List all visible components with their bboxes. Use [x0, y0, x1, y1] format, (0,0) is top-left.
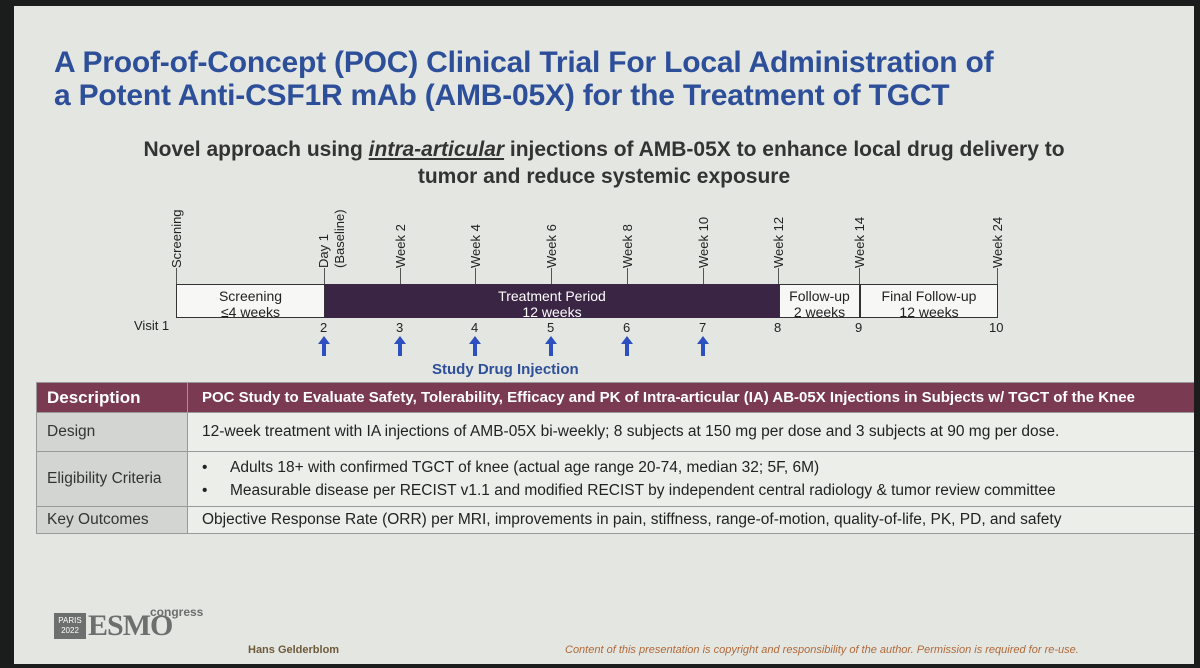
logo-paris-badge: PARIS 2022 [54, 613, 86, 639]
injection-arrow-icon [697, 336, 709, 356]
esmo-congress-logo: PARIS 2022 ESMO congress [54, 603, 224, 642]
table-row-eligibility: Eligibility Criteria • Adults 18+ with c… [36, 451, 1194, 507]
screening-period-duration: ≤4 weeks [220, 304, 281, 320]
visit-6-label: 6 [623, 320, 631, 335]
tick-screening: Screening [169, 209, 184, 268]
screening-period-title: Screening [218, 288, 283, 304]
eligibility-label: Eligibility Criteria [36, 451, 188, 507]
followup-period-title: Follow-up [789, 288, 850, 304]
tick-baseline: (Baseline) [332, 209, 347, 268]
visit-5-label: 5 [547, 320, 555, 335]
author-name: Hans Gelderblom [248, 644, 340, 656]
tick-line [176, 268, 177, 284]
subtitle-emphasis: intra-articular [368, 138, 505, 161]
tick-line [400, 268, 401, 284]
visit-10-label: 10 [989, 320, 1004, 335]
eligibility-item-text: Adults 18+ with confirmed TGCT of knee (… [230, 459, 820, 476]
tick-week8: Week 8 [620, 224, 635, 268]
injection-arrow-icon [318, 336, 330, 356]
visit-1-label: Visit 1 [134, 318, 170, 333]
bullet: • [202, 482, 208, 499]
followup-period-duration: 2 weeks [793, 304, 846, 320]
injection-arrow-icon [394, 336, 406, 356]
tick-week12: Week 12 [771, 216, 786, 268]
table-row-outcomes: Key Outcomes Objective Response Rate (OR… [36, 506, 1194, 534]
visit-7-label: 7 [699, 320, 707, 335]
treatment-period-title: Treatment Period [498, 288, 606, 304]
design-label: Design [36, 412, 188, 452]
tick-week2: Week 2 [393, 224, 408, 268]
eligibility-item: • Adults 18+ with confirmed TGCT of knee… [202, 456, 1187, 479]
followup-period-box: Follow-up 2 weeks [779, 284, 860, 320]
tick-line [859, 268, 860, 284]
design-value: 12-week treatment with IA injections of … [187, 412, 1194, 452]
tick-line [324, 268, 325, 284]
injection-arrow-icon [621, 336, 633, 356]
tick-line [627, 268, 628, 284]
tick-week10: Week 10 [696, 216, 711, 268]
injection-arrow-icon [545, 336, 557, 356]
tick-day1: Day 1 [316, 234, 331, 268]
final-followup-period-box: Final Follow-up 12 weeks [860, 284, 998, 320]
study-info-table: Description POC Study to Evaluate Safety… [36, 382, 1194, 534]
tick-line [778, 268, 779, 284]
treatment-period-box: Treatment Period 12 weeks [325, 284, 779, 320]
eligibility-item-text: Measurable disease per RECIST v1.1 and m… [230, 482, 1056, 499]
subtitle-post: injections of AMB-05X to enhance local d… [504, 138, 1065, 161]
table-row-description: Description POC Study to Evaluate Safety… [36, 382, 1194, 413]
eligibility-item: • Measurable disease per RECIST v1.1 and… [202, 479, 1187, 502]
subtitle: Novel approach using intra-articular inj… [54, 136, 1154, 190]
tick-week24: Week 24 [990, 216, 1005, 268]
description-label: Description [36, 382, 188, 413]
injection-arrow-icon [469, 336, 481, 356]
title-line-1: A Proof-of-Concept (POC) Clinical Trial … [54, 46, 994, 79]
subtitle-line-2: tumor and reduce systemic exposure [417, 165, 791, 188]
visit-2-label: 2 [320, 320, 328, 335]
visit-4-label: 4 [471, 320, 479, 335]
tick-week14: Week 14 [852, 216, 867, 268]
screening-period-box: Screening ≤4 weeks [176, 284, 325, 320]
outcomes-value: Objective Response Rate (ORR) per MRI, i… [187, 506, 1194, 534]
subtitle-pre: Novel approach using [143, 138, 369, 161]
visit-3-label: 3 [396, 320, 404, 335]
visit-9-label: 9 [855, 320, 863, 335]
outcomes-label: Key Outcomes [36, 506, 188, 534]
tick-week6: Week 6 [544, 224, 559, 268]
eligibility-value: • Adults 18+ with confirmed TGCT of knee… [187, 451, 1194, 507]
study-drug-injection-label: Study Drug Injection [432, 361, 579, 378]
bullet: • [202, 459, 208, 476]
tick-line [475, 268, 476, 284]
title-line-2: a Potent Anti-CSF1R mAb (AMB-05X) for th… [54, 79, 950, 112]
description-value: POC Study to Evaluate Safety, Tolerabili… [187, 382, 1194, 413]
tick-line [551, 268, 552, 284]
table-row-design: Design 12-week treatment with IA injecti… [36, 412, 1194, 452]
visit-8-label: 8 [774, 320, 782, 335]
tick-line [997, 268, 998, 284]
logo-congress: congress [150, 605, 204, 619]
slide: A Proof-of-Concept (POC) Clinical Trial … [14, 6, 1194, 664]
final-followup-duration: 12 weeks [899, 304, 959, 320]
copyright-notice: Content of this presentation is copyrigh… [565, 644, 1079, 656]
tick-line [703, 268, 704, 284]
study-timeline: Screening Day 1 (Baseline) Week 2 Week 4… [14, 6, 1194, 406]
final-followup-title: Final Follow-up [881, 288, 977, 304]
logo-esmo: ESMO [88, 609, 173, 642]
treatment-period-duration: 12 weeks [522, 304, 582, 320]
tick-week4: Week 4 [468, 224, 483, 268]
slide-title: A Proof-of-Concept (POC) Clinical Trial … [54, 46, 1174, 112]
